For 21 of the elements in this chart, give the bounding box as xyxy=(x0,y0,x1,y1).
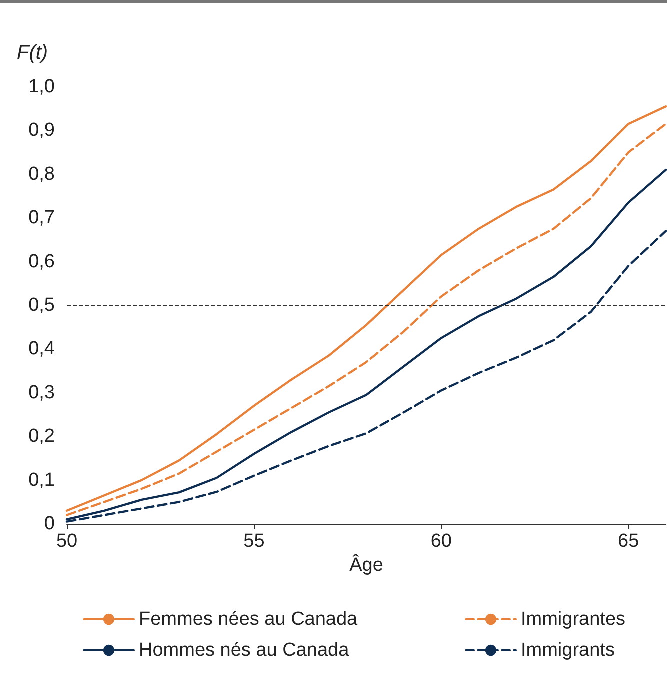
y-tick-label: 0,2 xyxy=(28,426,55,448)
x-tick-label: 65 xyxy=(618,531,640,552)
y-tick-label: 0,3 xyxy=(28,382,55,404)
y-tick-label: 0 xyxy=(44,514,55,534)
y-tick-label: 0,9 xyxy=(28,120,55,142)
legend-label: Immigrantes xyxy=(521,609,626,630)
x-tick-label: 50 xyxy=(56,531,78,552)
y-tick-label: 0,8 xyxy=(28,164,55,185)
y-tick-label: 0,7 xyxy=(28,208,55,229)
legend-label: Hommes nés au Canada xyxy=(139,640,350,661)
x-axis-title: Âge xyxy=(350,554,384,576)
y-tick-label: 0,1 xyxy=(28,470,55,491)
x-tick-label: 60 xyxy=(430,531,452,552)
x-tick-label: 55 xyxy=(244,531,265,552)
y-axis-title: F(t) xyxy=(17,42,48,64)
y-tick-label: 1,0 xyxy=(28,76,55,98)
legend-label: Femmes nées au Canada xyxy=(139,609,358,630)
y-tick-label: 0,5 xyxy=(28,295,55,316)
y-tick-label: 0,4 xyxy=(28,338,56,360)
y-tick-label: 0,6 xyxy=(28,251,55,272)
legend-label: Immigrants xyxy=(521,640,615,661)
